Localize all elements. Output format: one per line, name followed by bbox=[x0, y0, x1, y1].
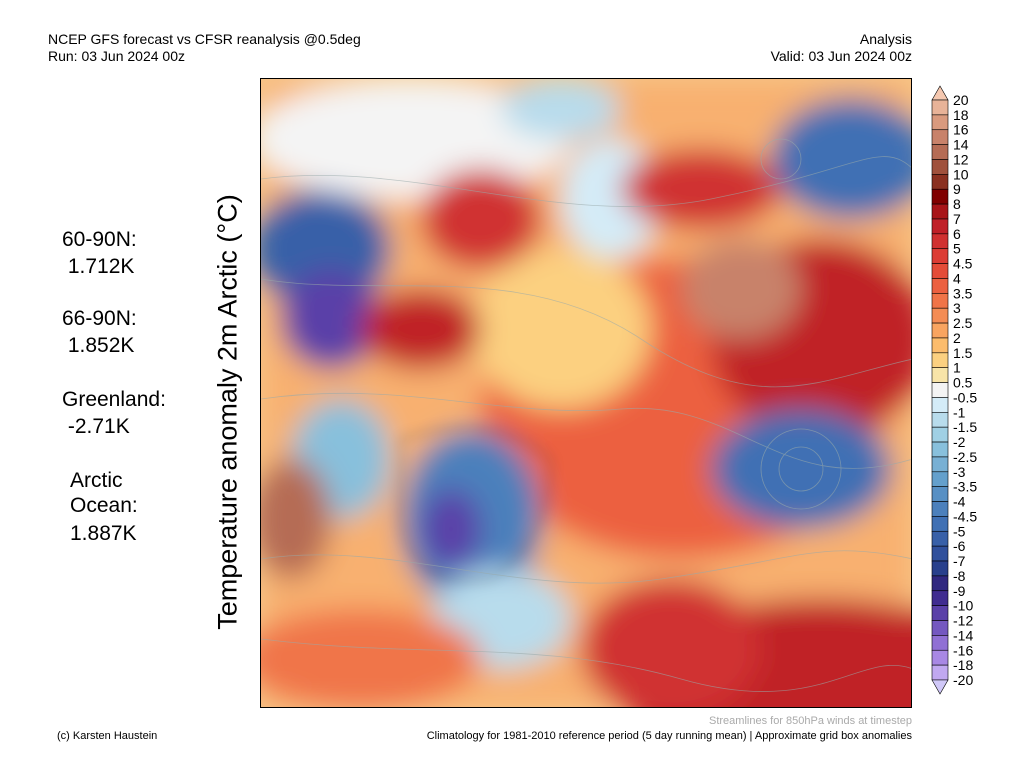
colorbar-tick-label: -4 bbox=[953, 494, 966, 510]
colorbar-box bbox=[931, 664, 949, 681]
colorbar-tick-label: 9 bbox=[953, 181, 961, 197]
colorbar-box bbox=[931, 649, 949, 666]
stat-66-90n-value: 1.852K bbox=[62, 334, 135, 357]
colorbar-box bbox=[931, 367, 949, 383]
colorbar-tick-label: -12 bbox=[953, 613, 973, 629]
colorbar-box bbox=[931, 501, 949, 517]
colorbar-tick-label: 10 bbox=[953, 166, 969, 182]
colorbar-box bbox=[931, 248, 949, 264]
colorbar-tick-label: 1 bbox=[953, 360, 961, 376]
colorbar-tick-label: -5 bbox=[953, 523, 966, 539]
colorbar-box bbox=[931, 575, 949, 592]
colorbar-box bbox=[931, 307, 949, 324]
colorbar-tick-label: 14 bbox=[953, 137, 969, 153]
colorbar-box bbox=[931, 590, 949, 606]
colorbar-tick-label: 6 bbox=[953, 226, 961, 242]
colorbar-box bbox=[931, 337, 949, 354]
colorbar-bottom-arrow bbox=[931, 679, 949, 695]
colorbar-tick-label: 4 bbox=[953, 270, 961, 286]
colorbar-box bbox=[931, 412, 949, 428]
colorbar-box bbox=[931, 322, 949, 339]
colorbar-box bbox=[931, 530, 949, 547]
colorbar-box bbox=[931, 456, 949, 473]
colorbar-box bbox=[931, 471, 949, 487]
colorbar-tick-label: -1 bbox=[953, 404, 966, 420]
stat-arctic-ocean-value: 1.887K bbox=[70, 522, 137, 545]
colorbar-tick-label: -8 bbox=[953, 568, 966, 584]
colorbar-tick-label: -3 bbox=[953, 464, 966, 480]
colorbar-box bbox=[931, 233, 949, 250]
colorbar-tick-label: -3.5 bbox=[953, 479, 977, 495]
colorbar-tick-label: 20 bbox=[953, 92, 969, 108]
colorbar-box bbox=[931, 174, 949, 190]
colorbar-box bbox=[931, 159, 949, 175]
colorbar-box bbox=[931, 129, 949, 145]
colorbar-box bbox=[931, 352, 949, 368]
stat-arctic-ocean-label: Arctic Ocean: bbox=[70, 469, 138, 517]
colorbar-tick-label: -6 bbox=[953, 538, 966, 554]
colorbar-box bbox=[931, 382, 949, 398]
colorbar-box bbox=[931, 99, 949, 116]
mode-label: Analysis bbox=[859, 31, 912, 47]
colorbar-tick-label: 16 bbox=[953, 122, 969, 138]
colorbar-tick-label: 5 bbox=[953, 241, 961, 257]
colorbar-box bbox=[931, 620, 949, 636]
colorbar-box bbox=[931, 188, 949, 205]
colorbar-tick-label: -0.5 bbox=[953, 389, 977, 405]
colorbar-tick-label: 2 bbox=[953, 330, 961, 346]
colorbar-box bbox=[931, 218, 949, 235]
colorbar-box bbox=[931, 203, 949, 220]
colorbar-box bbox=[931, 441, 949, 458]
colorbar-tick-label: -18 bbox=[953, 657, 973, 673]
colorbar-tick-label: 1.5 bbox=[953, 345, 973, 361]
colorbar-tick-label: 4.5 bbox=[953, 256, 973, 272]
colorbar-box bbox=[931, 635, 949, 651]
colorbar-box bbox=[931, 144, 949, 160]
colorbar-tick-label: -9 bbox=[953, 583, 966, 599]
colorbar-tick-label: 2.5 bbox=[953, 315, 973, 331]
colorbar-tick-label: 3.5 bbox=[953, 285, 973, 301]
colorbar-box bbox=[931, 263, 949, 279]
colorbar-tick-label: -20 bbox=[953, 672, 973, 688]
valid-time: Valid: 03 Jun 2024 00z bbox=[770, 48, 912, 64]
colorbar-tick-label: 8 bbox=[953, 196, 961, 212]
colorbar-box bbox=[931, 426, 949, 443]
colorbar-tick-label: 3 bbox=[953, 300, 961, 316]
colorbar: 201816141210987654.543.532.521.510.5-0.5… bbox=[931, 85, 977, 695]
colorbar-tick-label: -2.5 bbox=[953, 449, 977, 465]
colorbar-tick-label: 7 bbox=[953, 211, 961, 227]
colorbar-tick-label: -16 bbox=[953, 642, 973, 658]
colorbar-box bbox=[931, 605, 949, 621]
colorbar-box bbox=[931, 114, 949, 131]
colorbar-box bbox=[931, 516, 949, 532]
colorbar-box bbox=[931, 545, 949, 562]
stat-greenland-value: -2.71K bbox=[62, 415, 130, 438]
colorbar-tick-label: -4.5 bbox=[953, 508, 977, 524]
colorbar-box bbox=[931, 397, 949, 413]
credit: (c) Karsten Haustein bbox=[57, 730, 158, 742]
stat-66-90n-label: 66-90N: bbox=[62, 307, 137, 330]
colorbar-tick-label: -14 bbox=[953, 627, 973, 643]
y-axis-label: Temperature anomaly 2m Arctic (°C) bbox=[212, 194, 243, 630]
chart-title: NCEP GFS forecast vs CFSR reanalysis @0.… bbox=[48, 31, 361, 47]
colorbar-top-arrow bbox=[931, 85, 949, 101]
colorbar-tick-label: 18 bbox=[953, 107, 969, 123]
colorbar-box bbox=[931, 278, 949, 294]
colorbar-tick-label: -2 bbox=[953, 434, 966, 450]
colorbar-tick-label: 0.5 bbox=[953, 375, 973, 391]
colorbar-tick-label: -7 bbox=[953, 553, 966, 569]
colorbar-box bbox=[931, 560, 949, 577]
colorbar-tick-label: 12 bbox=[953, 151, 969, 167]
run-time: Run: 03 Jun 2024 00z bbox=[48, 48, 185, 64]
streamlines-note: Streamlines for 850hPa winds at timestep bbox=[709, 715, 912, 727]
anomaly-map bbox=[260, 78, 912, 708]
stat-60-90n-label: 60-90N: bbox=[62, 228, 137, 251]
colorbar-tick-label: -1.5 bbox=[953, 419, 977, 435]
colorbar-box bbox=[931, 293, 949, 309]
climatology-note: Climatology for 1981-2010 reference peri… bbox=[426, 730, 912, 742]
stat-60-90n-value: 1.712K bbox=[62, 255, 135, 278]
stat-greenland-label: Greenland: bbox=[62, 388, 166, 411]
colorbar-tick-label: -10 bbox=[953, 598, 973, 614]
colorbar-box bbox=[931, 486, 949, 502]
